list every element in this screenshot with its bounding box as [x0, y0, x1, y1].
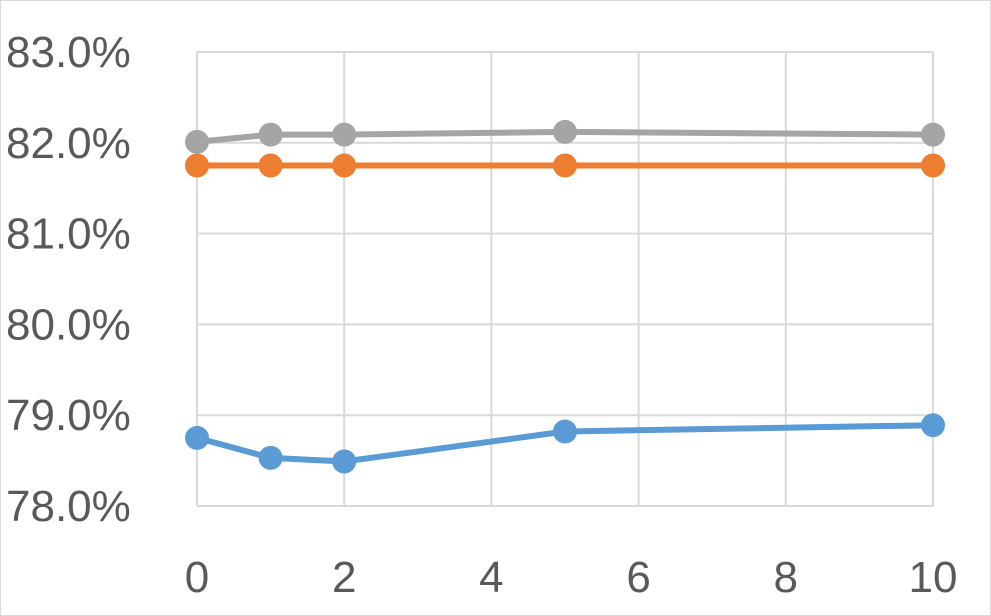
series-2-point	[332, 449, 357, 474]
y-tick-label: 78.0%	[6, 482, 131, 531]
series-1-point	[553, 153, 577, 178]
series-1-point	[332, 153, 357, 178]
y-tick-label: 81.0%	[6, 210, 131, 259]
x-tick-label: 8	[774, 553, 798, 602]
series-2-point	[553, 419, 577, 444]
x-tick-label: 6	[626, 553, 650, 602]
series-2-point	[185, 425, 209, 450]
x-tick-label: 4	[479, 553, 503, 602]
series-2-point	[258, 445, 283, 470]
series-1-point	[185, 153, 209, 178]
x-tick-label: 0	[185, 553, 209, 602]
x-axis-tick-labels: 0 2 4 6 8 10	[185, 553, 958, 602]
y-tick-label: 80.0%	[6, 300, 131, 349]
y-tick-label: 83.0%	[6, 28, 131, 77]
series-0-point	[258, 122, 283, 147]
series-0-point	[185, 129, 209, 154]
y-tick-label: 79.0%	[6, 391, 131, 440]
x-tick-label: 10	[909, 553, 958, 602]
series-1-point	[921, 153, 945, 178]
y-tick-label: 82.0%	[6, 119, 131, 168]
series-1-point	[258, 153, 283, 178]
series-0-point	[553, 119, 577, 144]
series-2-point	[921, 413, 945, 438]
y-axis-tick-labels: 78.0% 79.0% 80.0% 81.0% 82.0% 83.0%	[6, 28, 131, 531]
series-lines	[194, 128, 936, 465]
x-tick-label: 2	[332, 553, 356, 602]
series-0-point	[332, 122, 357, 147]
series-0-point	[921, 122, 945, 147]
series-markers	[185, 119, 945, 474]
